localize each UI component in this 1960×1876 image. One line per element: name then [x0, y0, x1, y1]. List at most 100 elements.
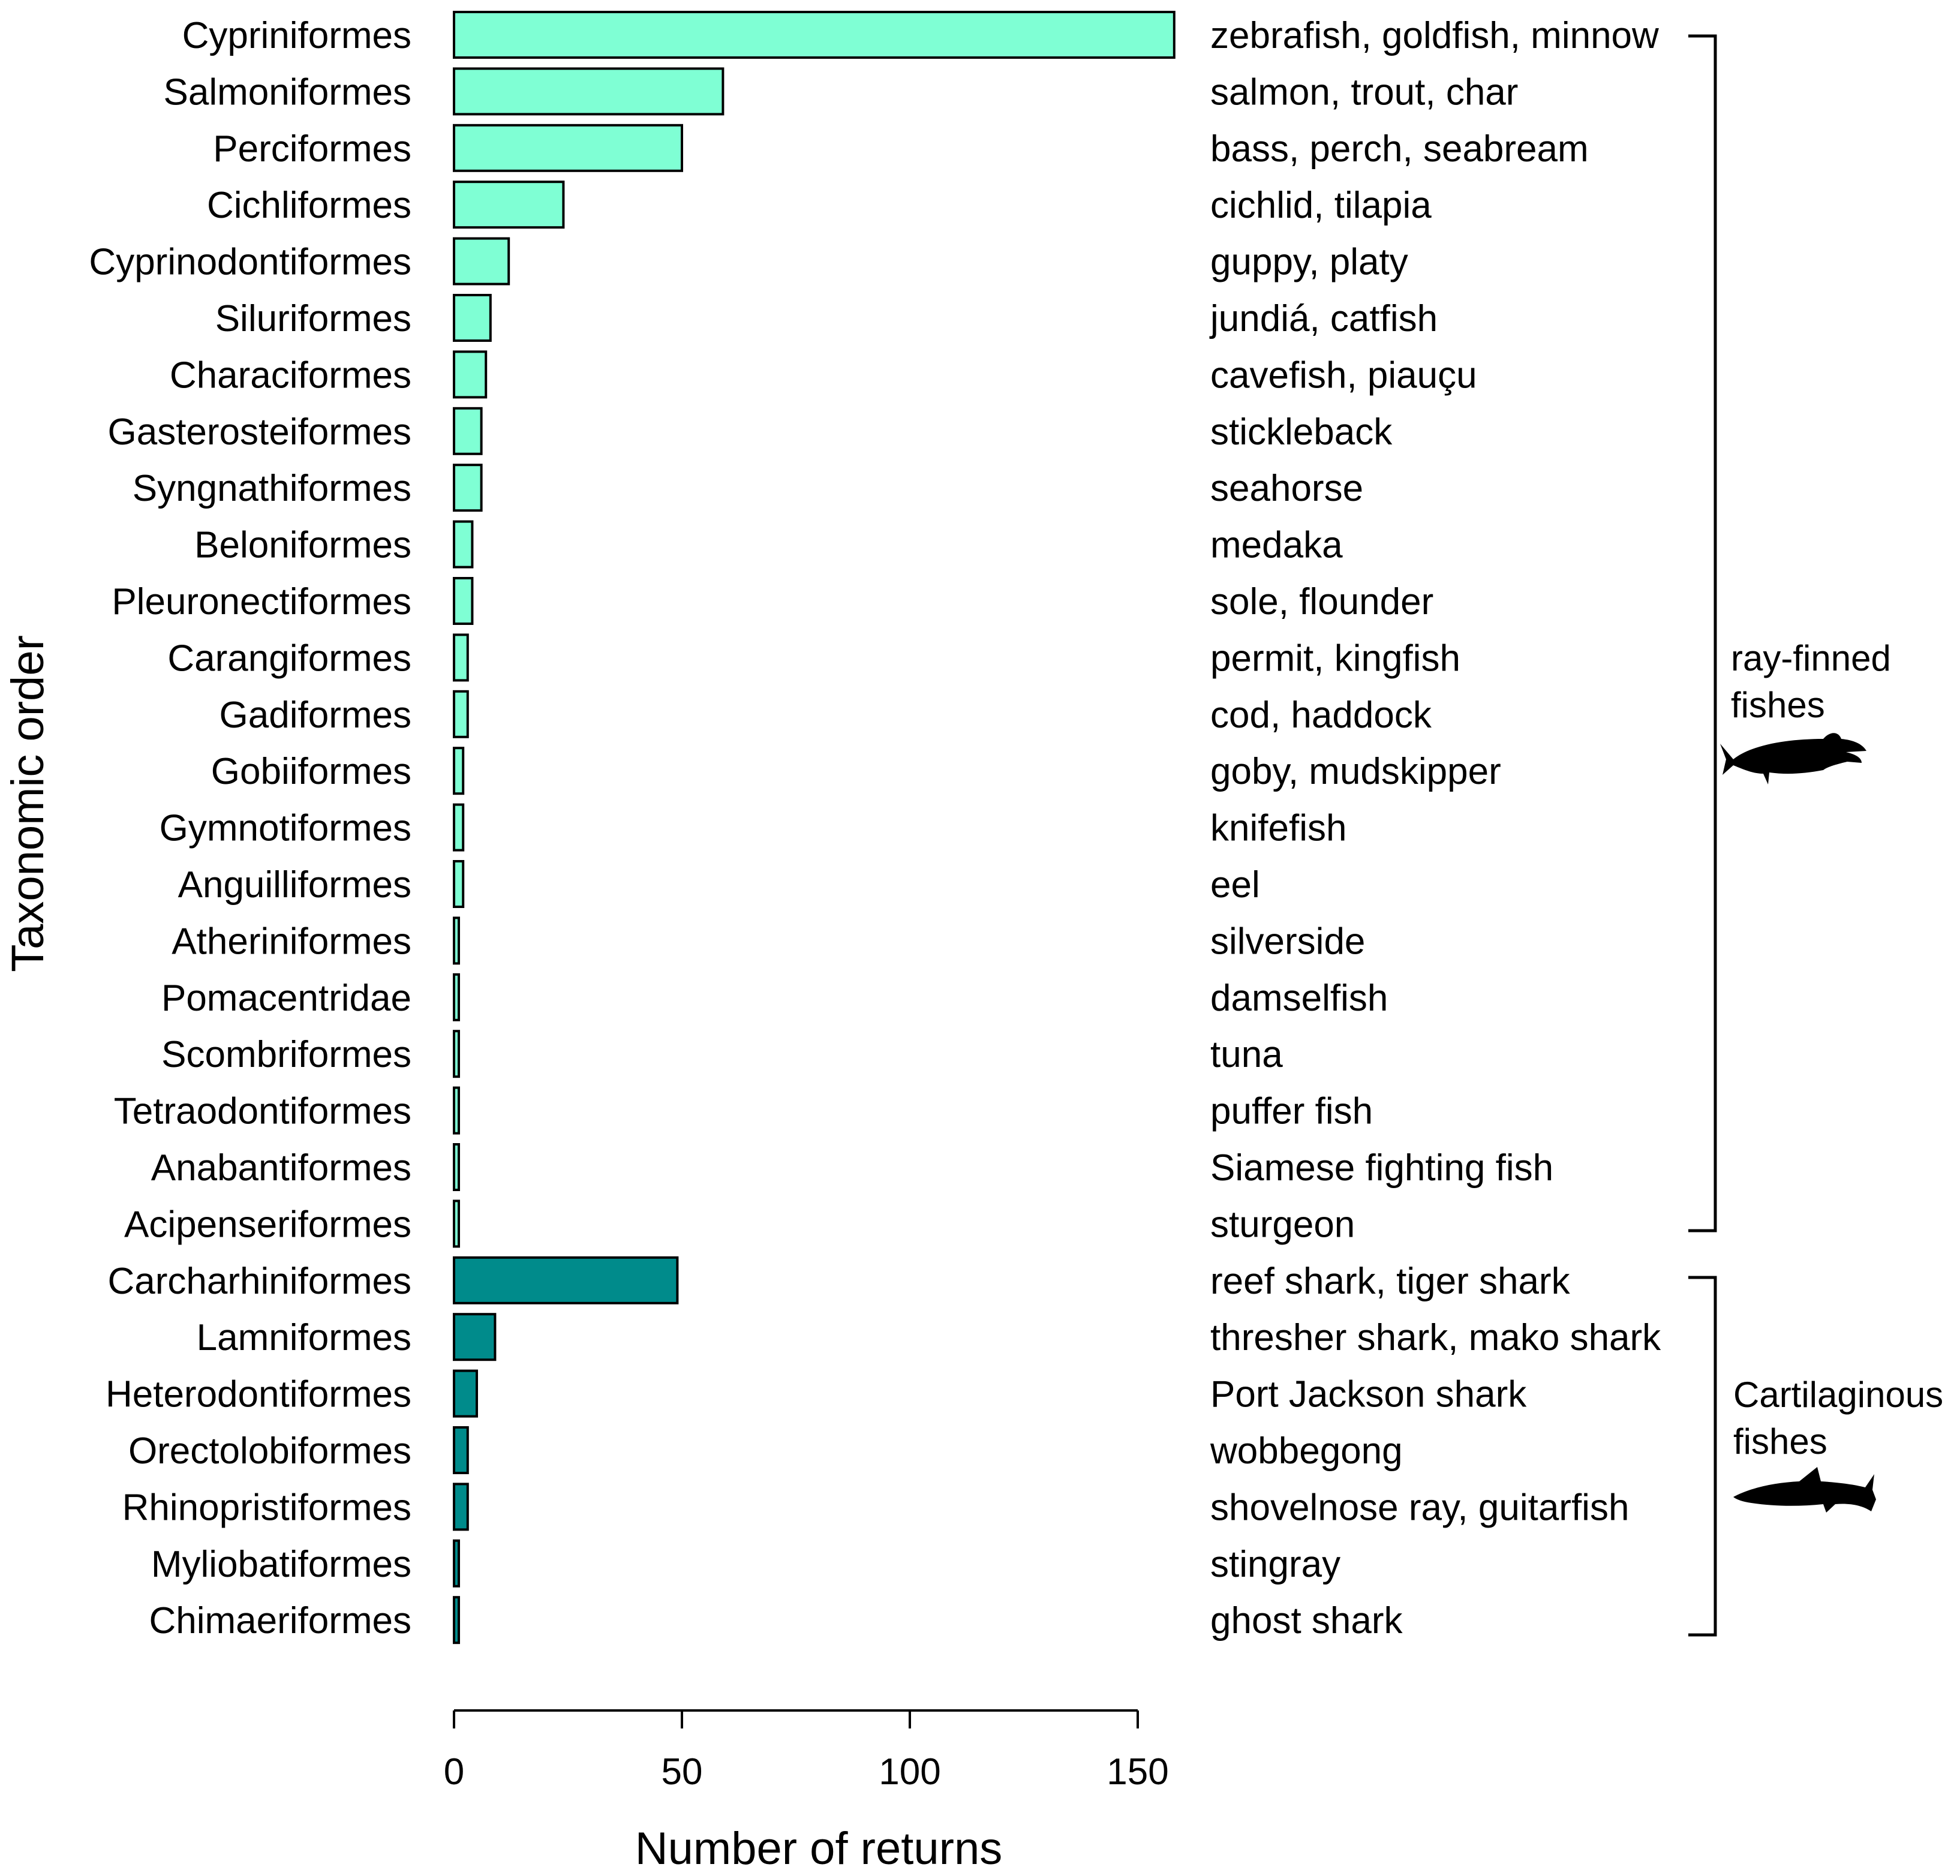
- cartilaginous-label-line-1: Cartilaginous: [1733, 1375, 1943, 1415]
- bar-heterodontiformes: [453, 1369, 478, 1418]
- bar-cyprinodontiformes: [453, 237, 510, 285]
- category-label-perciformes: Perciformes: [213, 128, 411, 170]
- category-label-tetraodontiformes: Tetraodontiformes: [114, 1091, 411, 1132]
- bar-anguilliformes: [453, 860, 465, 908]
- bar-perciformes: [453, 124, 683, 172]
- category-label-myliobatiformes: Myliobatiformes: [151, 1544, 411, 1585]
- bar-tetraodontiformes: [453, 1086, 460, 1135]
- bar-atheriniformes: [453, 916, 460, 965]
- category-label-siluriformes: Siluriformes: [215, 298, 411, 339]
- common-name-label-chimaeriformes: ghost shark: [1210, 1600, 1403, 1642]
- category-label-cichliformes: Cichliformes: [207, 185, 411, 226]
- category-label-heterodontiformes: Heterodontiformes: [106, 1374, 411, 1415]
- bar-salmoniformes: [453, 67, 725, 116]
- common-name-label-gobiiformes: goby, mudskipper: [1210, 751, 1501, 792]
- common-name-label-beloniformes: medaka: [1210, 525, 1343, 566]
- common-name-label-heterodontiformes: Port Jackson shark: [1210, 1374, 1527, 1415]
- category-label-anguilliformes: Anguilliformes: [178, 864, 411, 906]
- category-label-carcharhiniformes: Carcharhiniformes: [107, 1261, 411, 1302]
- bar-pleuronectiformes: [453, 577, 474, 625]
- common-name-label-pomacentridae: damselfish: [1210, 978, 1388, 1019]
- bar-pomacentridae: [453, 973, 460, 1021]
- common-name-label-anabantiformes: Siamese fighting fish: [1210, 1147, 1553, 1189]
- common-name-label-orectolobiformes: wobbegong: [1210, 1430, 1403, 1472]
- bar-gobiiformes: [453, 747, 465, 795]
- category-label-cyprinodontiformes: Cyprinodontiformes: [89, 242, 411, 283]
- common-name-label-gymnotiformes: knifefish: [1210, 808, 1346, 849]
- common-name-label-siluriformes: jundiá, catfish: [1209, 298, 1438, 339]
- fish-silhouette-icon: [1720, 733, 1866, 784]
- category-label-atheriniformes: Atheriniformes: [172, 921, 411, 962]
- bar-beloniformes: [453, 520, 474, 569]
- x-tick-label-50: 50: [662, 1751, 703, 1793]
- common-name-label-scombriformes: tuna: [1210, 1034, 1283, 1075]
- category-label-salmoniformes: Salmoniformes: [164, 71, 411, 113]
- common-name-label-myliobatiformes: stingray: [1210, 1544, 1340, 1585]
- common-name-label-gasterosteiformes: stickleback: [1210, 411, 1393, 453]
- common-name-label-salmoniformes: salmon, trout, char: [1210, 71, 1518, 113]
- category-label-orectolobiformes: Orectolobiformes: [128, 1430, 411, 1472]
- common-name-label-cypriniformes: zebrafish, goldfish, minnow: [1210, 15, 1659, 56]
- category-label-characiformes: Characiformes: [170, 354, 411, 396]
- common-name-label-lamniformes: thresher shark, mako shark: [1210, 1317, 1661, 1358]
- common-name-label-carangiformes: permit, kingfish: [1210, 638, 1460, 679]
- bar-scombriformes: [453, 1030, 460, 1078]
- cartilaginous-group-label: Cartilaginous fishes: [1733, 1375, 1953, 1462]
- bar-syngnathiformes: [453, 464, 483, 512]
- cartilaginous-bracket: [1688, 1276, 1717, 1637]
- common-name-label-characiformes: cavefish, piauçu: [1210, 354, 1477, 396]
- common-name-labels-layer: zebrafish, goldfish, minnow salmon, trout…: [1209, 15, 1661, 1642]
- common-name-label-rhinopristiformes: shovelnose ray, guitarfish: [1210, 1487, 1629, 1528]
- bar-anabantiformes: [453, 1143, 460, 1191]
- common-name-label-syngnathiformes: seahorse: [1210, 468, 1363, 509]
- bar-carangiformes: [453, 633, 469, 682]
- category-label-cypriniformes: Cypriniformes: [182, 15, 411, 56]
- common-name-label-cichliformes: cichlid, tilapia: [1210, 185, 1432, 226]
- common-name-label-atheriniformes: silverside: [1210, 921, 1365, 962]
- shark-silhouette-icon: [1733, 1467, 1876, 1513]
- common-name-label-anguilliformes: eel: [1210, 864, 1260, 906]
- category-label-chimaeriformes: Chimaeriformes: [149, 1600, 411, 1642]
- x-tick-label-150: 150: [1107, 1751, 1168, 1793]
- common-name-label-perciformes: bass, perch, seabream: [1210, 128, 1589, 170]
- category-label-syngnathiformes: Syngnathiformes: [133, 468, 411, 509]
- category-label-pleuronectiformes: Pleuronectiformes: [112, 581, 411, 623]
- bar-characiformes: [453, 350, 488, 399]
- ray-finned-label-line-1: ray-finned: [1731, 638, 1891, 678]
- category-label-gasterosteiformes: Gasterosteiformes: [107, 411, 411, 453]
- bars-layer: [453, 11, 1176, 1644]
- x-tick-label-0: 0: [444, 1751, 464, 1793]
- bar-siluriformes: [453, 294, 492, 342]
- category-label-acipenseriformes: Acipenseriformes: [124, 1204, 411, 1245]
- category-label-beloniformes: Beloniformes: [194, 525, 411, 566]
- bar-chimaeriformes: [453, 1596, 460, 1644]
- bar-acipenseriformes: [453, 1199, 460, 1248]
- y-axis-title: Taxonomic order: [2, 635, 53, 972]
- cartilaginous-label-line-2: fishes: [1733, 1421, 1827, 1462]
- bar-gymnotiformes: [453, 803, 465, 852]
- category-label-carangiformes: Carangiformes: [167, 638, 411, 679]
- bar-rhinopristiformes: [453, 1483, 469, 1531]
- bar-myliobatiformes: [453, 1539, 460, 1588]
- common-name-label-carcharhiniformes: reef shark, tiger shark: [1210, 1261, 1571, 1302]
- ray-finned-bracket: [1688, 34, 1717, 1232]
- category-label-lamniformes: Lamniformes: [197, 1317, 411, 1358]
- bar-cypriniformes: [453, 11, 1176, 59]
- common-name-label-gadiformes: cod, haddock: [1210, 695, 1432, 736]
- ray-finned-label-line-2: fishes: [1731, 685, 1825, 725]
- bar-lamniformes: [453, 1313, 497, 1361]
- category-label-anabantiformes: Anabantiformes: [151, 1147, 411, 1189]
- category-label-scombriformes: Scombriformes: [161, 1034, 411, 1075]
- bar-carcharhiniformes: [453, 1256, 679, 1304]
- category-label-pomacentridae: Pomacentridae: [161, 978, 411, 1019]
- bar-gasterosteiformes: [453, 407, 483, 455]
- ray-finned-group-label: ray-finned fishes: [1731, 638, 1901, 725]
- category-labels-layer: Cypriniformes Salmoniformes Perciformes Cic…: [89, 15, 411, 1642]
- bar-gadiformes: [453, 690, 469, 738]
- common-name-label-acipenseriformes: sturgeon: [1210, 1204, 1355, 1245]
- category-label-gymnotiformes: Gymnotiformes: [160, 808, 411, 849]
- common-name-label-pleuronectiformes: sole, flounder: [1210, 581, 1433, 623]
- bar-cichliformes: [453, 181, 565, 229]
- category-label-rhinopristiformes: Rhinopristiformes: [122, 1487, 411, 1528]
